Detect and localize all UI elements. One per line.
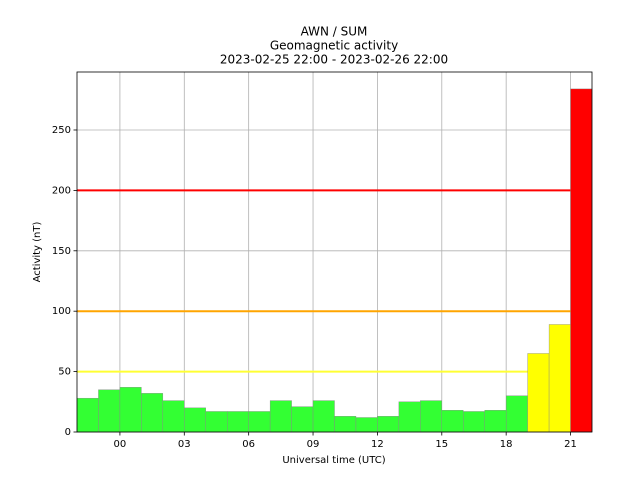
bar bbox=[184, 407, 206, 433]
x-tick-label: 00 bbox=[114, 439, 127, 450]
bar bbox=[98, 389, 121, 433]
bar bbox=[162, 400, 185, 433]
bar bbox=[484, 410, 507, 433]
y-axis-label: Activity (nT) bbox=[32, 221, 43, 282]
bar bbox=[119, 387, 142, 433]
bar bbox=[570, 88, 593, 433]
x-tick-label: 06 bbox=[242, 439, 255, 450]
bar bbox=[248, 411, 271, 433]
y-tick-label: 50 bbox=[58, 367, 71, 378]
bar bbox=[291, 406, 314, 433]
y-tick-label: 250 bbox=[52, 125, 71, 136]
bar bbox=[398, 401, 421, 433]
y-tick-label: 0 bbox=[65, 427, 71, 438]
bar bbox=[548, 324, 571, 433]
chart-title: AWN / SUM bbox=[301, 25, 368, 39]
bar bbox=[227, 411, 249, 433]
y-tick-label: 150 bbox=[52, 246, 71, 257]
x-tick-label: 09 bbox=[307, 439, 320, 450]
bar bbox=[441, 410, 464, 433]
chart-subtitle: Geomagnetic activity bbox=[270, 39, 398, 53]
plot-frame bbox=[76, 71, 593, 433]
bar bbox=[463, 411, 485, 433]
x-tick-label: 03 bbox=[178, 439, 191, 450]
bar bbox=[527, 353, 550, 433]
bar bbox=[334, 416, 357, 433]
chart-date-range: 2023-02-25 22:00 - 2023-02-26 22:00 bbox=[220, 53, 448, 67]
bar bbox=[205, 411, 228, 433]
x-axis-label: Universal time (UTC) bbox=[282, 455, 385, 466]
x-tick-label: 18 bbox=[500, 439, 513, 450]
bar bbox=[355, 417, 378, 433]
y-tick-label: 200 bbox=[52, 185, 71, 196]
bar bbox=[377, 416, 400, 433]
y-tick-label: 100 bbox=[52, 306, 71, 317]
bar bbox=[420, 400, 442, 433]
bar bbox=[269, 400, 292, 433]
x-tick-label: 15 bbox=[435, 439, 448, 450]
bar bbox=[505, 395, 528, 433]
bar bbox=[312, 400, 335, 433]
bar bbox=[76, 397, 99, 433]
bar bbox=[141, 393, 164, 433]
x-tick-label: 12 bbox=[371, 439, 384, 450]
x-tick-label: 21 bbox=[564, 439, 577, 450]
